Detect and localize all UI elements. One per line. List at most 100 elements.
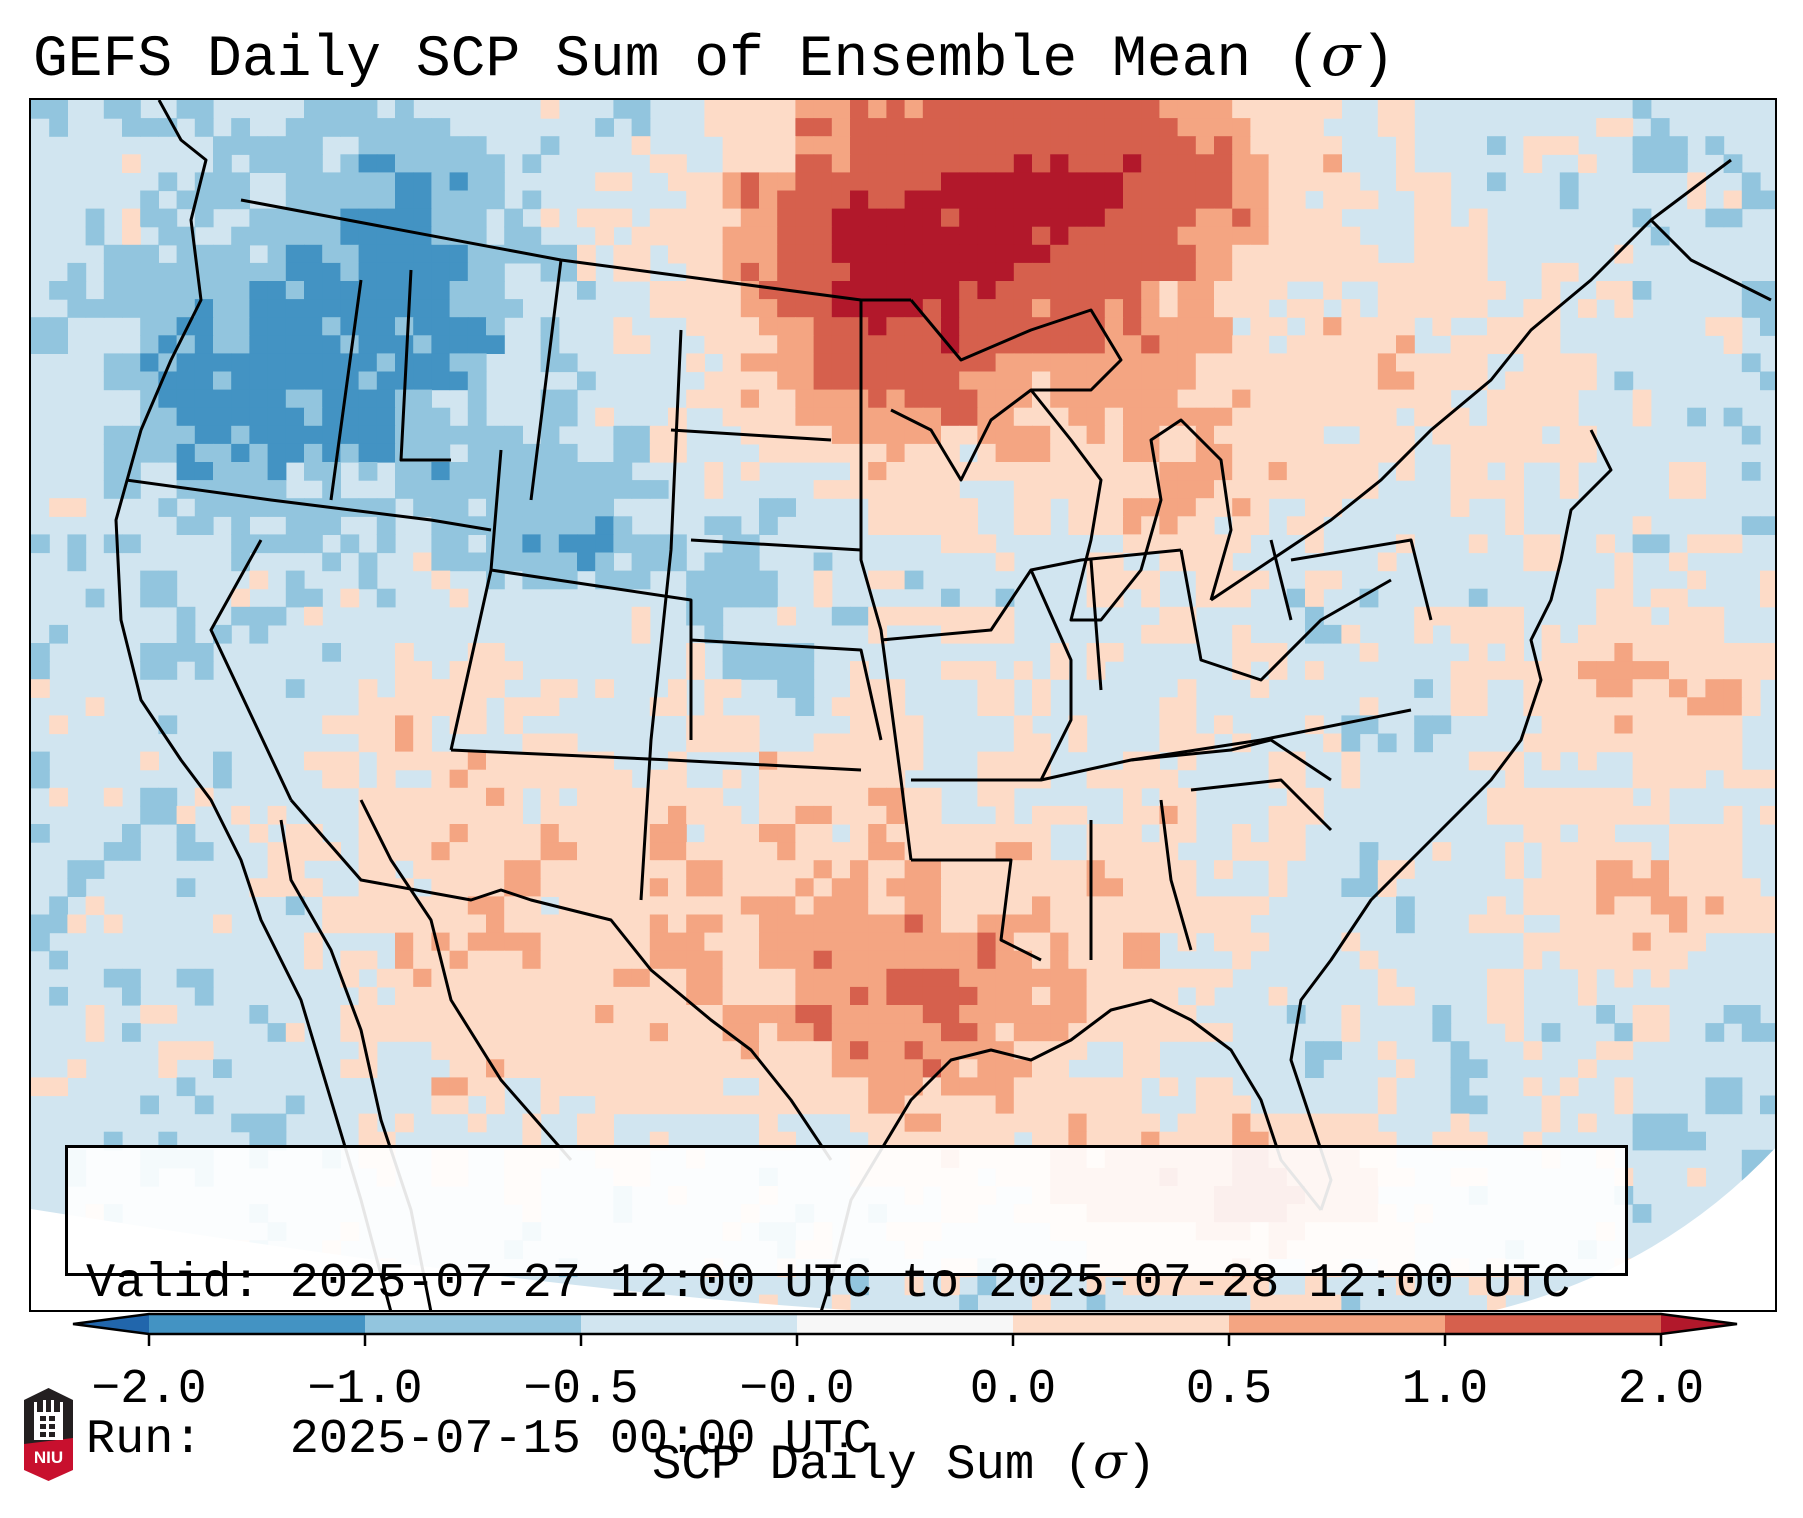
grid-cell xyxy=(231,498,250,517)
grid-cell xyxy=(1396,860,1415,879)
grid-cell xyxy=(231,262,250,282)
grid-cell xyxy=(831,425,851,445)
grid-cell xyxy=(1104,914,1124,934)
grid-cell xyxy=(795,932,815,952)
grid-cell xyxy=(613,1023,633,1042)
grid-cell xyxy=(467,262,487,282)
grid-cell xyxy=(1013,733,1033,753)
grid-cell xyxy=(1086,842,1106,861)
grid-cell xyxy=(959,914,978,934)
grid-cell xyxy=(285,281,305,300)
grid-cell xyxy=(395,751,414,771)
grid-cell xyxy=(868,244,887,264)
grid-cell xyxy=(376,878,396,897)
grid-cell xyxy=(1104,317,1124,336)
grid-cell xyxy=(977,787,997,807)
grid-cell xyxy=(668,914,687,934)
grid-cell xyxy=(649,534,669,554)
grid-cell xyxy=(1760,317,1775,336)
grid-cell xyxy=(1013,968,1033,988)
grid-cell xyxy=(467,389,487,409)
grid-cell xyxy=(995,697,1015,716)
grid-cell xyxy=(886,842,906,861)
grid-cell xyxy=(1450,425,1470,445)
grid-cell xyxy=(1523,534,1543,554)
grid-cell xyxy=(577,534,596,554)
grid-cell xyxy=(886,262,906,282)
grid-cell xyxy=(886,353,906,373)
grid-cell xyxy=(1341,371,1361,391)
colorbar-ticks xyxy=(147,1334,1663,1346)
grid-cell xyxy=(850,462,869,481)
grid-cell xyxy=(613,262,633,282)
grid-cell xyxy=(1050,100,1069,119)
grid-cell xyxy=(740,914,760,934)
grid-cell xyxy=(285,588,305,608)
grid-cell xyxy=(904,389,924,409)
grid-cell xyxy=(1013,914,1033,934)
grid-cell xyxy=(1286,353,1306,373)
grid-cell xyxy=(850,896,869,916)
grid-cell xyxy=(304,425,323,445)
grid-cell xyxy=(722,226,742,246)
grid-cell xyxy=(649,1041,669,1060)
grid-cell xyxy=(595,769,614,789)
grid-cell xyxy=(649,208,669,228)
grid-cell xyxy=(922,208,942,228)
grid-cell xyxy=(740,842,760,861)
grid-cell xyxy=(1141,914,1160,934)
grid-cell xyxy=(467,244,487,264)
grid-cell xyxy=(504,462,523,481)
grid-cell xyxy=(995,425,1015,445)
grid-cell xyxy=(486,968,505,988)
grid-cell xyxy=(449,986,469,1006)
grid-cell xyxy=(1614,1041,1634,1060)
grid-cell xyxy=(267,425,287,445)
grid-cell xyxy=(1286,425,1306,445)
grid-cell xyxy=(395,842,414,861)
grid-cell xyxy=(504,208,523,228)
grid-cell xyxy=(1250,842,1270,861)
grid-cell xyxy=(1705,914,1725,934)
grid-cell xyxy=(1487,787,1506,807)
grid-cell xyxy=(740,878,760,897)
grid-cell xyxy=(1614,118,1634,137)
grid-cell xyxy=(904,914,924,934)
grid-cell xyxy=(1632,1131,1652,1151)
grid-cell xyxy=(1468,588,1488,608)
grid-cell xyxy=(1214,1113,1233,1133)
grid-cell xyxy=(504,425,523,445)
grid-cell xyxy=(1760,190,1775,210)
grid-cell xyxy=(1086,860,1106,879)
grid-cell xyxy=(1086,389,1106,409)
grid-cell xyxy=(1141,932,1160,952)
grid-cell xyxy=(1068,281,1088,300)
grid-cell xyxy=(1705,715,1725,735)
grid-cell xyxy=(1305,570,1324,590)
grid-cell xyxy=(1141,1276,1160,1296)
grid-cell xyxy=(1596,606,1615,626)
grid-cell xyxy=(613,172,633,192)
grid-cell xyxy=(395,353,414,373)
grid-cell xyxy=(904,878,924,897)
grid-cell xyxy=(1377,968,1397,988)
grid-cell xyxy=(1396,986,1415,1006)
grid-cell xyxy=(158,407,178,427)
grid-cell xyxy=(886,208,906,228)
grid-cell xyxy=(558,1077,578,1097)
grid-cell xyxy=(376,751,396,771)
grid-cell xyxy=(413,136,432,155)
grid-cell xyxy=(1505,787,1524,807)
grid-cell xyxy=(558,878,578,897)
grid-cell xyxy=(595,462,614,481)
grid-cell xyxy=(813,299,833,318)
grid-cell xyxy=(431,299,451,318)
grid-cell xyxy=(795,896,815,916)
grid-cell xyxy=(540,787,560,807)
grid-cell xyxy=(1086,878,1106,897)
grid-cell xyxy=(831,1294,851,1310)
grid-cell xyxy=(1341,299,1361,318)
grid-cell xyxy=(249,317,269,336)
grid-cell xyxy=(395,299,414,318)
grid-cell xyxy=(1650,1023,1670,1042)
